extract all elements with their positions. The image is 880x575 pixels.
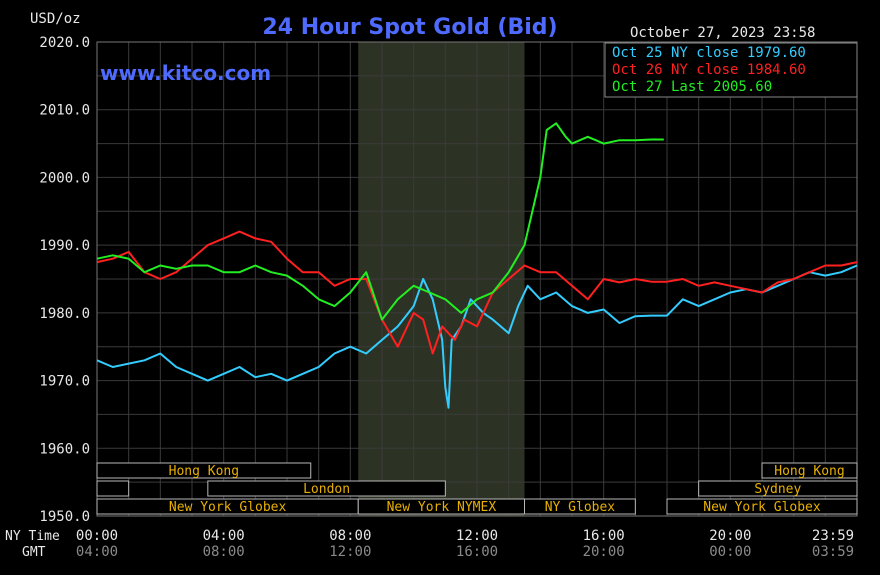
- y-axis-ticks: 2020.0 2010.0 2000.0 1990.0 1980.0 1970.0 1960…: [39, 35, 90, 525]
- x-tick-ny: 12:00: [456, 528, 498, 544]
- y-tick-label: 2020.0: [39, 35, 90, 51]
- series-lines: [96, 122, 858, 409]
- y-tick-label: 1990.0: [39, 238, 90, 254]
- session-mid-label: Sydney: [754, 482, 801, 497]
- session-bottom-label: New York NYMEX: [387, 500, 497, 515]
- y-axis-label: USD/oz: [30, 11, 81, 27]
- session-mid-label: London: [303, 482, 350, 497]
- x-tick-gmt: 03:59: [812, 544, 854, 560]
- x-axis-ticks: 00:0004:0004:0008:0008:0012:0012:0016:00…: [76, 528, 854, 560]
- x-tick-ny: 20:00: [709, 528, 751, 544]
- watermark: www.kitco.com: [100, 61, 271, 85]
- series-line-1: [96, 230, 858, 355]
- session-bottom-label: NY Globex: [545, 500, 616, 515]
- session-mid-box: [698, 480, 858, 497]
- x-tick-gmt: 00:00: [709, 544, 751, 560]
- session-top-box: [761, 462, 858, 479]
- y-tick-label: 1980.0: [39, 306, 90, 322]
- session-bottom-box: [524, 498, 636, 515]
- session-bottom-label: New York Globex: [703, 500, 821, 515]
- x-tick-gmt: 16:00: [456, 544, 498, 560]
- session-top-box: [96, 462, 312, 479]
- session-mid-box: [207, 480, 446, 497]
- legend-item-oct27: Oct 27 Last 2005.60: [612, 79, 772, 95]
- chart-title: 24 Hour Spot Gold (Bid): [262, 15, 557, 40]
- ny-time-label: NY Time: [5, 529, 60, 544]
- session-mid-box: [96, 480, 130, 497]
- gmt-label: GMT: [22, 545, 46, 560]
- legend-item-oct26: Oct 26 NY close 1984.60: [612, 62, 806, 78]
- y-tick-label: 1970.0: [39, 374, 90, 390]
- y-tick-label: 1950.0: [39, 509, 90, 525]
- legend-item-oct25: Oct 25 NY close 1979.60: [612, 45, 806, 61]
- y-tick-label: 2010.0: [39, 103, 90, 119]
- session-top-label: Hong Kong: [169, 464, 239, 479]
- legend: Oct 25 NY close 1979.60 Oct 26 NY close …: [604, 42, 858, 98]
- session-top-label: Hong Kong: [774, 464, 844, 479]
- x-tick-ny: 08:00: [329, 528, 371, 544]
- trading-sessions: Hong Kong Hong Kong London Sydney New York G…: [96, 462, 858, 515]
- y-tick-label: 2000.0: [39, 170, 90, 186]
- x-tick-gmt: 20:00: [583, 544, 625, 560]
- series-line-2: [96, 122, 664, 321]
- date-label: October 27, 2023 23:58: [630, 25, 815, 41]
- y-tick-label: 1960.0: [39, 441, 90, 457]
- session-bottom-label: New York Globex: [169, 500, 287, 515]
- x-tick-ny: 00:00: [76, 528, 118, 544]
- plot-border: [96, 41, 858, 517]
- legend-box: [604, 42, 858, 98]
- x-tick-ny: 16:00: [583, 528, 625, 544]
- x-tick-gmt: 12:00: [329, 544, 371, 560]
- x-tick-gmt: 04:00: [76, 544, 118, 560]
- session-bottom-box: [666, 498, 858, 515]
- x-tick-gmt: 08:00: [203, 544, 245, 560]
- x-tick-ny: 04:00: [203, 528, 245, 544]
- x-tick-ny: 23:59: [812, 528, 854, 544]
